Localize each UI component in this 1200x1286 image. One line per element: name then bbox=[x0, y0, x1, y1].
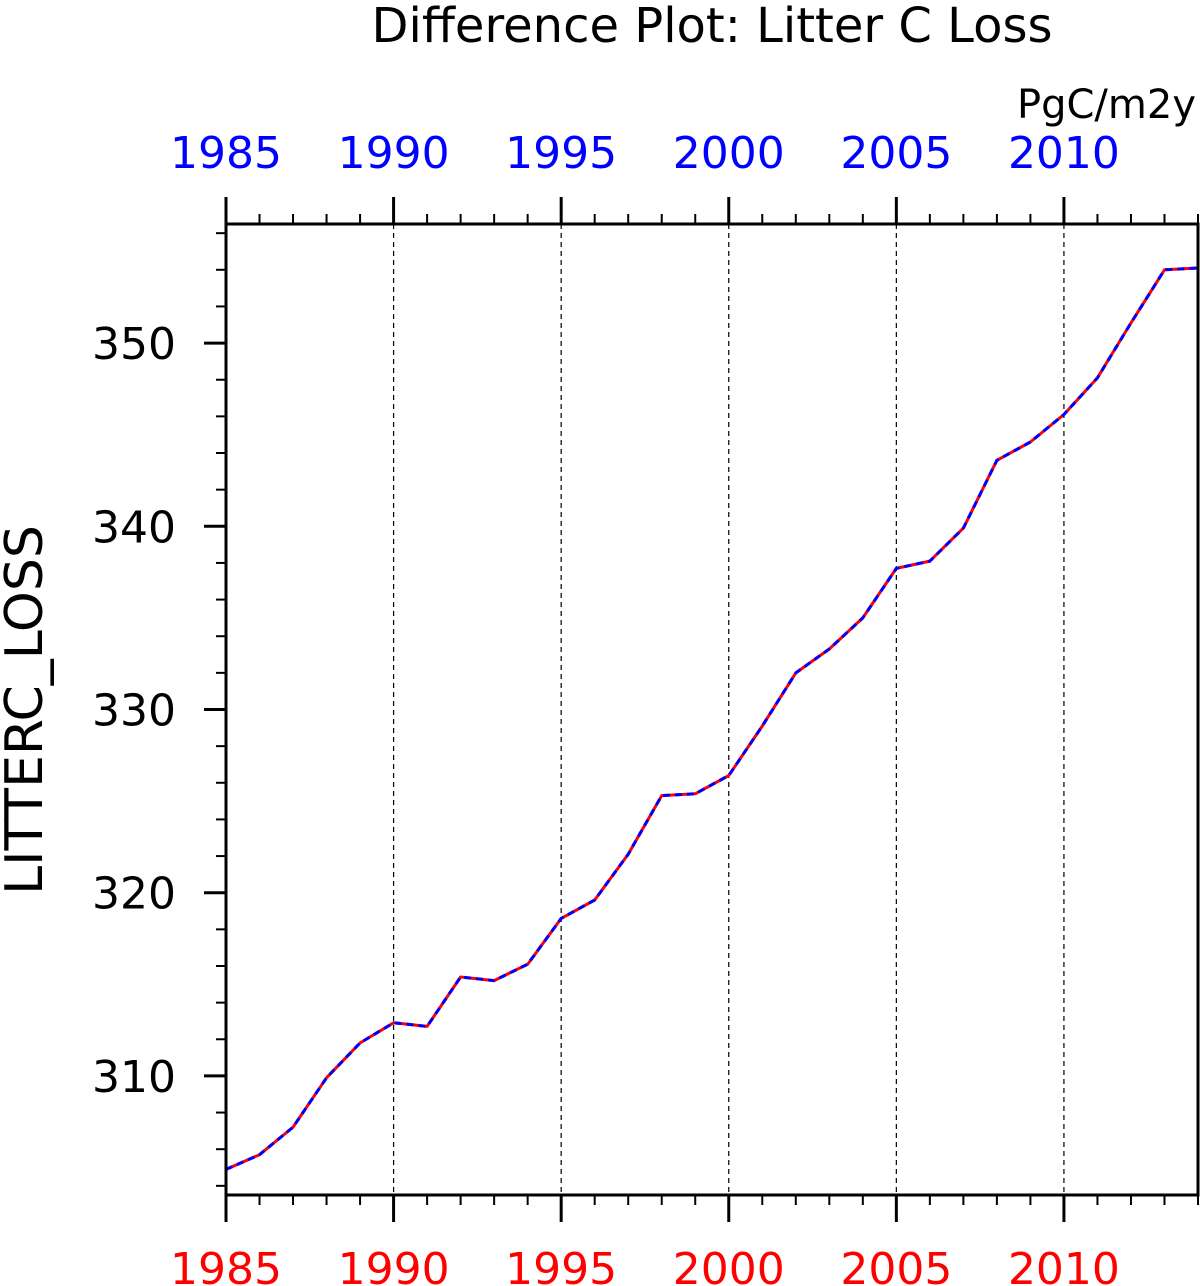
x-tick-label-top: 2010 bbox=[1008, 128, 1120, 179]
x-tick-label-top: 2000 bbox=[673, 128, 785, 179]
x-tick-label-bottom: 2000 bbox=[673, 1244, 785, 1286]
x-tick-label-top: 1995 bbox=[505, 128, 617, 179]
x-tick-label-bottom: 1995 bbox=[505, 1244, 617, 1286]
x-tick-label-bottom: 2005 bbox=[840, 1244, 952, 1286]
x-tick-label-bottom: 1990 bbox=[338, 1244, 450, 1286]
x-tick-label-bottom: 2010 bbox=[1008, 1244, 1120, 1286]
x-tick-label-bottom: 1985 bbox=[170, 1244, 282, 1286]
y-tick-label: 350 bbox=[92, 319, 176, 370]
plot-frame bbox=[224, 222, 1200, 1197]
y-tick-label: 320 bbox=[92, 869, 176, 920]
units-label: PgC/m2y bbox=[1017, 82, 1196, 128]
y-tick-label: 340 bbox=[92, 502, 176, 553]
x-tick-label-top: 1985 bbox=[170, 128, 282, 179]
chart-title: Difference Plot: Litter C Loss bbox=[372, 0, 1053, 54]
y-tick-label: 330 bbox=[92, 686, 176, 737]
vertical-gridlines bbox=[392, 224, 1065, 1195]
major-ticks bbox=[204, 197, 1066, 1222]
y-tick-label: 310 bbox=[92, 1052, 176, 1103]
minor-ticks bbox=[216, 214, 1199, 1205]
x-tick-label-top: 2005 bbox=[840, 128, 952, 179]
x-tick-label-top: 1990 bbox=[338, 128, 450, 179]
series-line-1 bbox=[225, 266, 1199, 1171]
tick-labels: 1985 1985 1990 1990 1995 1995 2000 2000 2005 2005… bbox=[92, 128, 1120, 1286]
series-line-2 bbox=[225, 266, 1199, 1171]
data-series bbox=[225, 266, 1199, 1171]
y-axis-label: LITTERC_LOSS bbox=[0, 525, 55, 895]
